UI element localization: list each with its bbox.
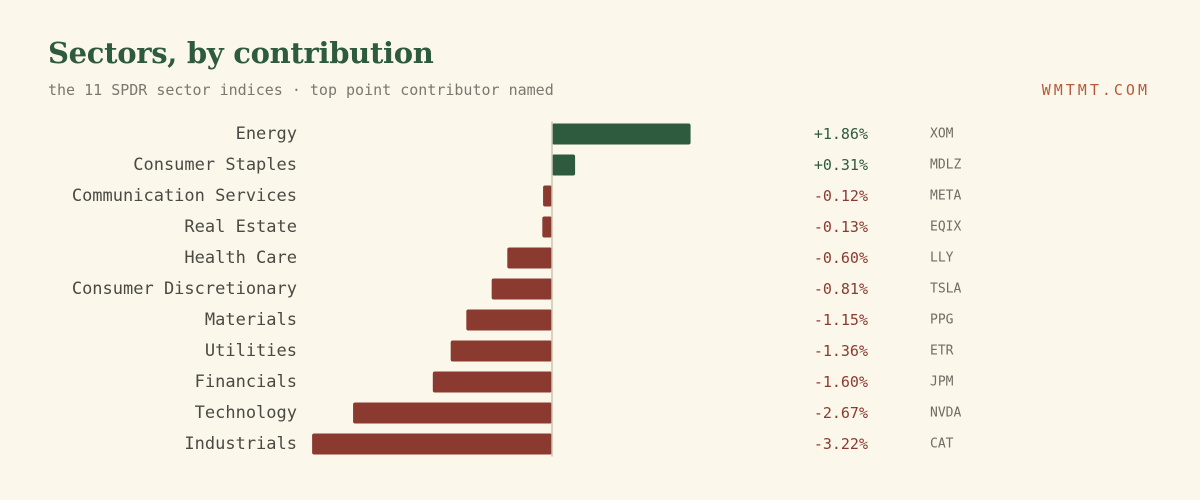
- bar: [450, 340, 552, 362]
- category-label: Real Estate: [184, 217, 297, 237]
- value-label: -1.36%: [814, 342, 868, 360]
- value-label: -0.12%: [814, 187, 868, 205]
- value-label: -0.13%: [814, 218, 868, 236]
- top-contributor-label: META: [930, 189, 961, 204]
- category-label: Energy: [236, 124, 297, 144]
- bar: [312, 433, 552, 455]
- value-label: +0.31%: [814, 156, 868, 174]
- value-label: -1.60%: [814, 373, 868, 391]
- value-label: -3.22%: [814, 435, 868, 453]
- top-contributor-label: NVDA: [930, 406, 961, 421]
- brand-label: WMTMT.COM: [1041, 81, 1150, 99]
- category-label: Materials: [205, 310, 297, 330]
- bar: [466, 309, 552, 331]
- category-label: Health Care: [184, 248, 297, 268]
- top-contributor-label: XOM: [930, 127, 954, 142]
- category-label: Communication Services: [72, 186, 297, 206]
- top-contributor-label: ETR: [930, 344, 954, 359]
- value-label: +1.86%: [814, 125, 868, 143]
- bar: [543, 185, 552, 207]
- bar: [542, 216, 552, 238]
- chart-subtitle: the 11 SPDR sector indices · top point c…: [48, 81, 554, 99]
- top-contributor-label: PPG: [930, 313, 954, 328]
- top-contributor-label: MDLZ: [930, 158, 961, 173]
- bar: [552, 154, 576, 176]
- chart-title: Sectors, by contribution: [48, 36, 434, 70]
- value-label: -1.15%: [814, 311, 868, 329]
- category-label: Technology: [195, 403, 297, 423]
- bar: [432, 371, 552, 393]
- value-label: -0.81%: [814, 280, 868, 298]
- top-contributor-label: EQIX: [930, 220, 961, 235]
- value-label: -2.67%: [814, 404, 868, 422]
- top-contributor-label: TSLA: [930, 282, 961, 297]
- category-label: Industrials: [184, 434, 297, 454]
- bar: [507, 247, 552, 269]
- category-label: Financials: [195, 372, 297, 392]
- category-label: Consumer Staples: [133, 155, 297, 175]
- bar: [353, 402, 552, 424]
- top-contributor-label: JPM: [930, 375, 954, 390]
- value-label: -0.60%: [814, 249, 868, 267]
- top-contributor-label: CAT: [930, 437, 954, 452]
- bar: [552, 123, 691, 145]
- bar: [491, 278, 552, 300]
- category-label: Consumer Discretionary: [72, 279, 297, 299]
- category-label: Utilities: [205, 341, 297, 361]
- top-contributor-label: LLY: [930, 251, 954, 266]
